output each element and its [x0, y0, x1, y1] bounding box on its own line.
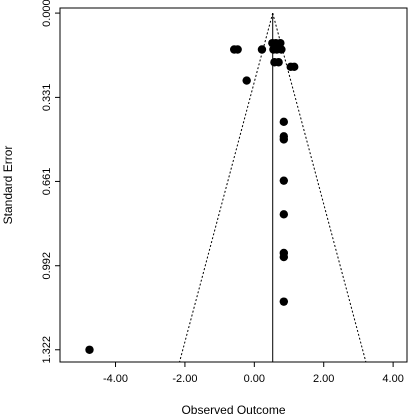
- data-point: [233, 45, 242, 54]
- data-point: [257, 45, 267, 54]
- data-points: [85, 38, 299, 354]
- y-tick-label: 0.992: [41, 252, 53, 280]
- x-tick-label: 2.00: [313, 373, 334, 385]
- data-point: [279, 252, 289, 262]
- data-point: [279, 297, 289, 306]
- x-tick-label: 4.00: [382, 373, 403, 385]
- funnel-left-bound: [179, 12, 274, 363]
- plot-area-frame: [59, 7, 408, 363]
- data-point: [279, 210, 289, 219]
- y-tick-label: 0.000: [41, 0, 53, 27]
- data-point: [279, 135, 289, 144]
- data-point: [85, 345, 94, 354]
- x-axis-title: Observed Outcome: [181, 403, 285, 417]
- y-axis: 0.000 0.331 0.661 0.992 1.322: [41, 0, 60, 364]
- data-point: [274, 58, 283, 67]
- data-point: [242, 76, 251, 85]
- funnel-region: [179, 12, 367, 363]
- y-axis-title: Standard Error: [1, 146, 15, 225]
- funnel-right-bound: [272, 12, 367, 363]
- y-tick-label: 0.331: [41, 84, 53, 112]
- data-point: [279, 176, 289, 185]
- data-point: [290, 62, 299, 72]
- x-tick-label: -4.00: [103, 373, 128, 385]
- x-axis: -4.00 -2.00 0.00 2.00 4.00: [103, 362, 404, 385]
- y-tick-label: 0.661: [41, 168, 53, 196]
- data-point: [277, 45, 286, 54]
- data-point: [279, 117, 289, 127]
- data-point: [276, 38, 285, 48]
- y-tick-label: 1.322: [41, 336, 53, 364]
- x-tick-label: -2.00: [172, 373, 197, 385]
- x-tick-label: 0.00: [244, 373, 265, 385]
